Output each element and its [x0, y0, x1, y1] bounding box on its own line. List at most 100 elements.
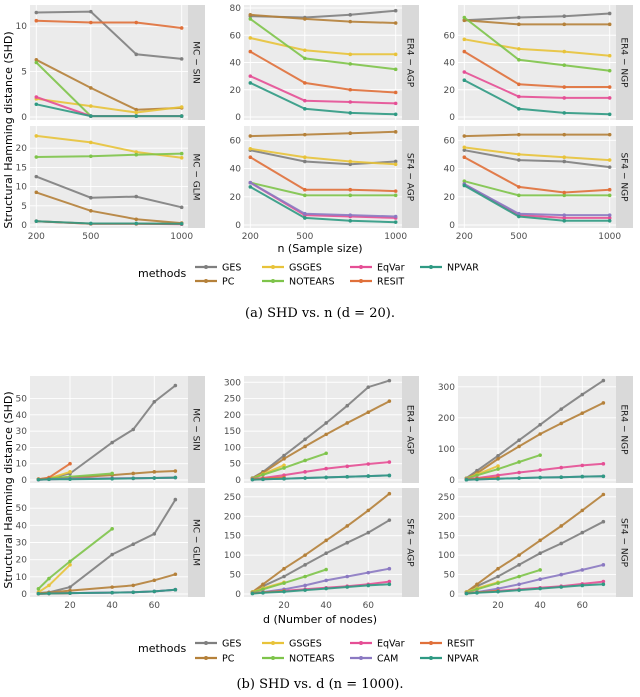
series-line-resit — [463, 50, 610, 88]
data-point-cam — [601, 563, 606, 567]
x-tick-label: 1000 — [598, 232, 621, 242]
y-tick-label: 0 — [449, 590, 455, 600]
data-point-npvar — [559, 585, 564, 589]
data-point-pc — [68, 588, 72, 593]
figure-a-legend-title: methods — [138, 267, 186, 280]
data-point-pc — [131, 583, 136, 588]
series-line-pc — [250, 13, 396, 24]
data-point-pc — [387, 491, 392, 496]
data-point-notears — [538, 568, 542, 572]
data-point-npvar — [173, 587, 178, 592]
data-point-resit — [517, 82, 521, 87]
data-point-npvar — [324, 475, 328, 480]
data-point-gsges — [68, 563, 72, 567]
data-point-ges — [324, 421, 328, 425]
y-tick-label: 40 — [16, 521, 28, 531]
data-point-notears — [496, 467, 500, 471]
y-tick-label: 50 — [444, 571, 456, 581]
data-point-eqvar — [607, 96, 612, 100]
data-point-pc — [517, 444, 521, 449]
data-point-notears — [517, 460, 521, 464]
data-point-eqvar — [34, 95, 39, 99]
data-point-pc — [517, 132, 521, 137]
data-point-gsges — [179, 156, 184, 160]
y-tick-label: 150 — [224, 532, 241, 542]
legend-item-ges: GES — [195, 263, 241, 274]
data-point-ges — [34, 174, 39, 179]
y-tick-label: 80 — [230, 4, 242, 14]
y-tick-label: 50 — [16, 395, 28, 405]
data-point-notears — [393, 193, 398, 198]
facet-strip — [188, 126, 205, 228]
data-point-cam — [345, 574, 350, 579]
panel-a-sf4-ngp: 0 20 40 60 200 500 1000 SF4 − NGP — [444, 126, 633, 242]
data-point-notears — [607, 193, 612, 198]
data-point-gsges — [562, 155, 567, 160]
data-point-ges — [345, 403, 350, 408]
legend-swatch-point — [429, 656, 433, 660]
data-point-pc — [324, 538, 328, 543]
facet-strip-label: MC − GLM — [191, 153, 201, 200]
data-point-notears — [562, 193, 567, 198]
data-point-npvar — [387, 582, 392, 587]
y-tick-label: 10 — [16, 22, 28, 32]
data-point-gsges — [68, 470, 72, 474]
panel-background — [458, 126, 616, 228]
series-line-npvar — [466, 475, 604, 481]
x-tick-label: 20 — [492, 601, 504, 611]
data-point-resit — [393, 90, 398, 95]
data-point-npvar — [387, 473, 392, 478]
data-point-npvar — [562, 111, 567, 115]
data-point-cam — [393, 214, 398, 219]
data-point-pc — [607, 22, 612, 27]
x-tick-label: 200 — [28, 232, 45, 242]
data-point-ges — [538, 422, 542, 427]
y-tick-label: 20 — [16, 144, 28, 154]
legend-label: GSGES — [289, 639, 322, 650]
data-point-pc — [34, 190, 39, 195]
data-point-ges — [562, 14, 567, 18]
data-point-npvar — [324, 586, 328, 591]
data-point-notears — [179, 151, 184, 156]
data-point-npvar — [462, 78, 467, 83]
data-point-pc — [601, 492, 606, 497]
legend-swatch-point — [204, 265, 208, 269]
data-point-notears — [36, 587, 41, 591]
data-point-npvar — [179, 222, 184, 226]
legend-label: GES — [222, 263, 241, 274]
data-point-npvar — [538, 586, 542, 591]
data-point-ges — [152, 400, 157, 404]
panel-background — [30, 376, 188, 483]
data-point-notears — [475, 587, 479, 592]
series-line-cam — [463, 183, 610, 217]
data-point-npvar — [152, 589, 157, 594]
data-point-notears — [517, 574, 521, 579]
data-point-npvar — [517, 588, 521, 592]
y-tick-label: 0 — [449, 113, 455, 123]
data-point-npvar — [393, 220, 398, 224]
data-point-cam — [607, 213, 612, 217]
data-point-pc — [348, 19, 353, 24]
legend-swatch-point — [271, 656, 275, 660]
legend-swatch-point — [271, 641, 275, 645]
data-point-npvar — [496, 589, 500, 594]
data-point-ges — [607, 11, 612, 16]
data-point-ges — [348, 13, 353, 17]
series-line-eqvar — [249, 75, 396, 105]
series-line-gsges — [250, 147, 396, 166]
figure-b-caption: (b) SHD vs. d (n = 1000). — [236, 677, 404, 692]
data-point-notears — [303, 458, 307, 463]
data-point-pc — [580, 411, 585, 415]
series-line-npvar — [466, 583, 604, 595]
data-point-ges — [282, 574, 286, 579]
data-point-eqvar — [601, 579, 606, 584]
data-point-resit — [34, 18, 39, 23]
y-tick-label: 50 — [230, 571, 242, 581]
data-point-npvar — [110, 476, 114, 481]
legend-swatch-point — [204, 279, 208, 283]
data-point-notears — [303, 56, 307, 61]
legend-item-resit: RESIT — [350, 277, 404, 288]
data-point-npvar — [475, 477, 479, 482]
legend-swatch-point — [359, 641, 363, 645]
data-point-npvar — [282, 589, 286, 594]
